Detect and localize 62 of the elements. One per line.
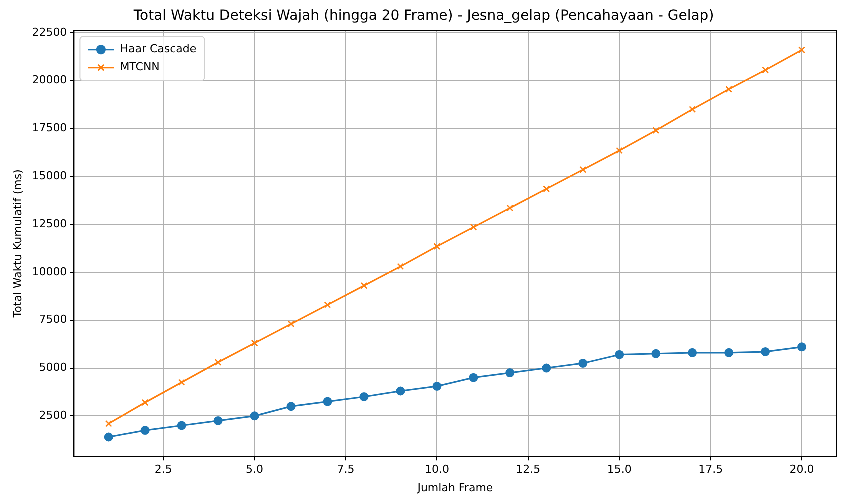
- point: [616, 147, 624, 154]
- y-tick-label: 22500: [32, 26, 68, 39]
- point: [470, 224, 478, 231]
- point: [360, 282, 368, 290]
- y-tick-label: 17500: [32, 122, 68, 135]
- point: [580, 166, 587, 174]
- point: [543, 186, 550, 193]
- point: [689, 106, 696, 114]
- point: [105, 420, 112, 428]
- point: [286, 402, 296, 412]
- point: [140, 426, 150, 436]
- x-tick-label: 5.0: [246, 463, 264, 476]
- x-axis-title: Jumlah Frame: [416, 481, 494, 494]
- point: [798, 46, 806, 54]
- point: [506, 368, 515, 378]
- chart-title: Total Waktu Deteksi Wajah (hingga 20 Frame) - Jesna_gelap (Pencahayaan - Gelap): [132, 8, 714, 24]
- y-axis-title: Total Waktu Kumulatif (ms): [11, 170, 24, 319]
- point: [652, 349, 661, 358]
- x-tick-label: 12.5: [516, 463, 541, 476]
- point: [762, 66, 770, 74]
- y-tick-label: 10000: [32, 265, 68, 278]
- point: [542, 364, 552, 373]
- x-tick-label: 17.5: [698, 463, 724, 476]
- point: [177, 421, 186, 430]
- point: [214, 359, 222, 366]
- point: [397, 263, 404, 270]
- legend-label: MTCNN: [120, 60, 160, 74]
- point: [798, 342, 807, 352]
- point: [288, 320, 295, 328]
- point: [726, 86, 733, 93]
- point: [469, 373, 478, 382]
- point: [615, 350, 624, 360]
- legend-label: Haar Cascade: [120, 42, 197, 56]
- point: [214, 416, 223, 426]
- y-tick-label: 2500: [39, 409, 68, 422]
- point: [688, 348, 698, 358]
- point: [578, 358, 588, 368]
- y-tick-label: 20000: [32, 74, 68, 87]
- point: [506, 204, 514, 212]
- point: [396, 386, 406, 396]
- point: [178, 379, 186, 386]
- point: [250, 412, 260, 421]
- point: [323, 397, 332, 406]
- point: [251, 340, 258, 347]
- y-tick-label: 15000: [32, 169, 68, 182]
- y-tick-label: 12500: [32, 217, 68, 230]
- y-tick-label: 7500: [39, 313, 68, 326]
- point: [434, 243, 441, 250]
- point: [360, 392, 369, 402]
- point: [104, 432, 114, 442]
- point: [142, 399, 149, 406]
- point: [432, 382, 442, 391]
- x-tick-label: 20.0: [790, 463, 814, 476]
- x-tick-label: 7.5: [337, 463, 355, 476]
- x-tick-label: 15.0: [607, 463, 632, 476]
- point: [652, 127, 660, 134]
- x-tick-label: 10.0: [424, 463, 450, 476]
- point: [324, 302, 332, 308]
- x-tick-label: 2.5: [154, 463, 172, 476]
- y-tick-label: 5000: [39, 361, 68, 374]
- point: [724, 348, 734, 358]
- point: [761, 347, 770, 356]
